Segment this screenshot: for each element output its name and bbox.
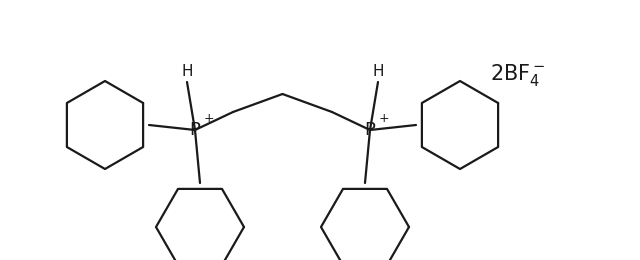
Text: +: + (204, 112, 214, 125)
Text: +: + (379, 112, 389, 125)
Text: P: P (365, 121, 376, 139)
Text: H: H (372, 64, 384, 79)
Text: 2BF$_4^-$: 2BF$_4^-$ (490, 62, 545, 88)
Text: H: H (181, 64, 193, 79)
Text: P: P (189, 121, 200, 139)
